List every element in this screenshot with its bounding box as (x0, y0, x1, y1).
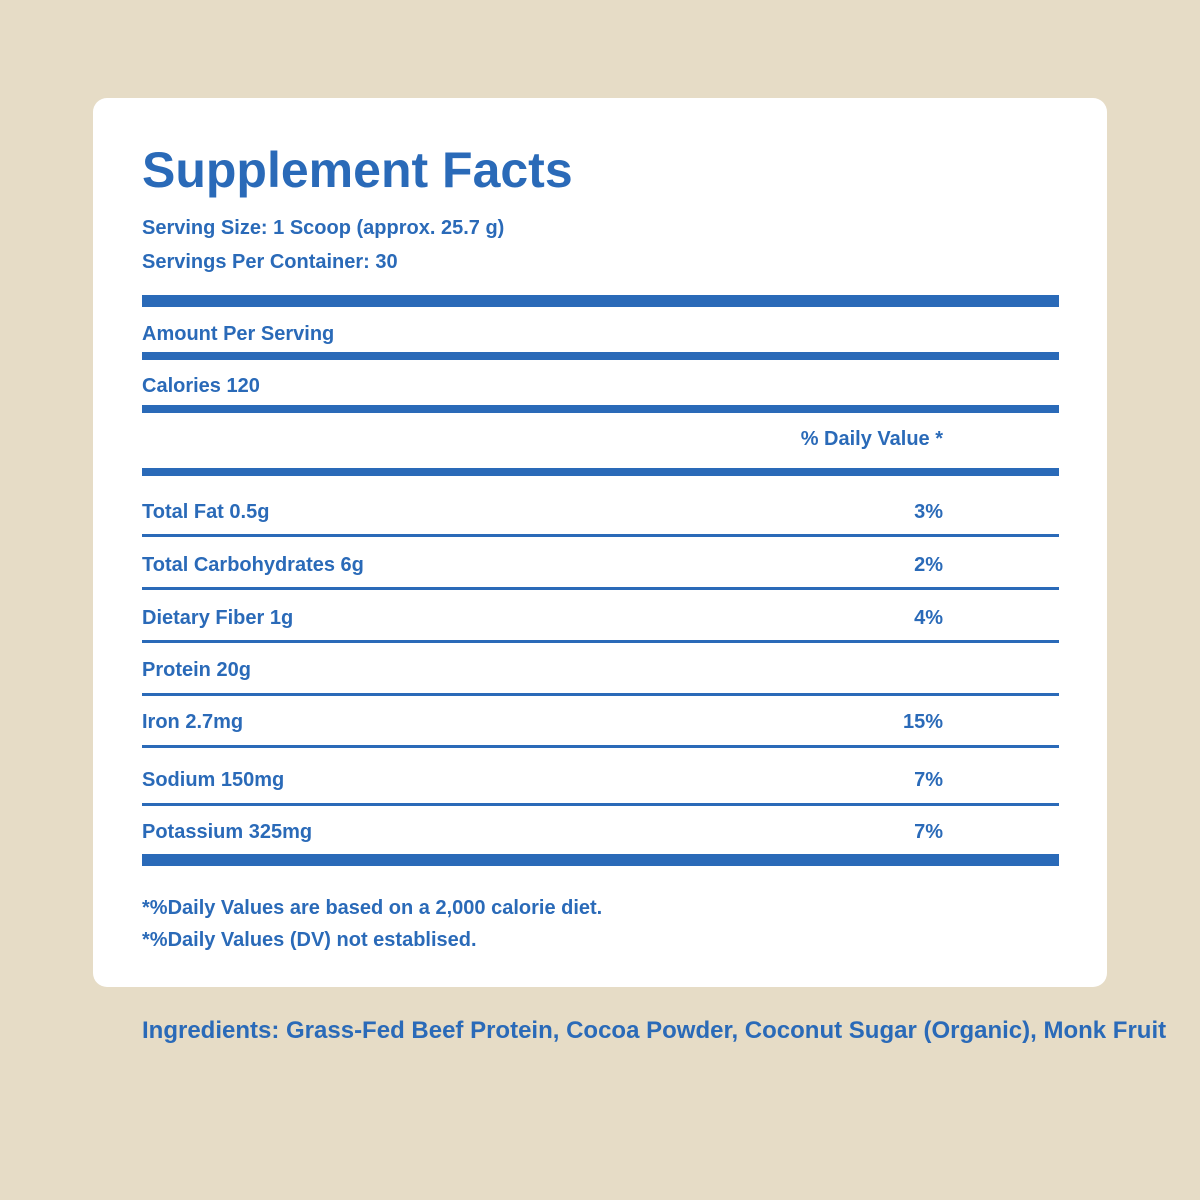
row-divider (142, 803, 1059, 806)
nutrient-dv: 7% (914, 769, 943, 791)
ingredients-list: Ingredients: Grass-Fed Beef Protein, Coc… (142, 1017, 1167, 1044)
nutrient-dv: 15% (902, 711, 943, 733)
servings-per-container: Servings Per Container: 30 (142, 251, 398, 273)
divider-dv-header (142, 468, 1059, 476)
amount-per-serving: Amount Per Serving (142, 323, 335, 345)
row-divider (142, 534, 1059, 537)
nutrient-label: Protein 20g (142, 659, 251, 681)
row-divider (142, 640, 1059, 643)
nutrient-label: Total Fat 0.5g (142, 501, 270, 523)
nutrient-dv: 7% (914, 821, 943, 843)
nutrient-label: Dietary Fiber 1g (142, 607, 294, 629)
divider-bottom (142, 854, 1059, 866)
nutrient-dv: 2% (914, 554, 943, 576)
nutrient-dv: 4% (914, 607, 943, 629)
nutrient-label: Iron 2.7mg (142, 711, 244, 733)
supplement-facts-panel: Supplement Facts Serving Size: 1 Scoop (… (93, 98, 1107, 987)
divider-amount (142, 352, 1059, 360)
serving-size: Serving Size: 1 Scoop (approx. 25.7 g) (142, 217, 505, 239)
divider-calories (142, 405, 1059, 413)
panel-title: Supplement Facts (142, 142, 573, 198)
nutrient-label: Total Carbohydrates 6g (142, 554, 364, 576)
calories: Calories 120 (142, 375, 260, 397)
nutrient-label: Potassium 325mg (142, 821, 313, 843)
row-divider (142, 693, 1059, 696)
footnote: *%Daily Values (DV) not establised. (142, 929, 477, 951)
row-divider (142, 587, 1059, 590)
daily-value-header: % Daily Value * (800, 428, 943, 450)
footnote: *%Daily Values are based on a 2,000 calo… (142, 897, 603, 919)
row-divider (142, 745, 1059, 748)
divider-top (142, 295, 1059, 307)
nutrient-dv: 3% (914, 501, 943, 523)
nutrient-label: Sodium 150mg (142, 769, 285, 791)
